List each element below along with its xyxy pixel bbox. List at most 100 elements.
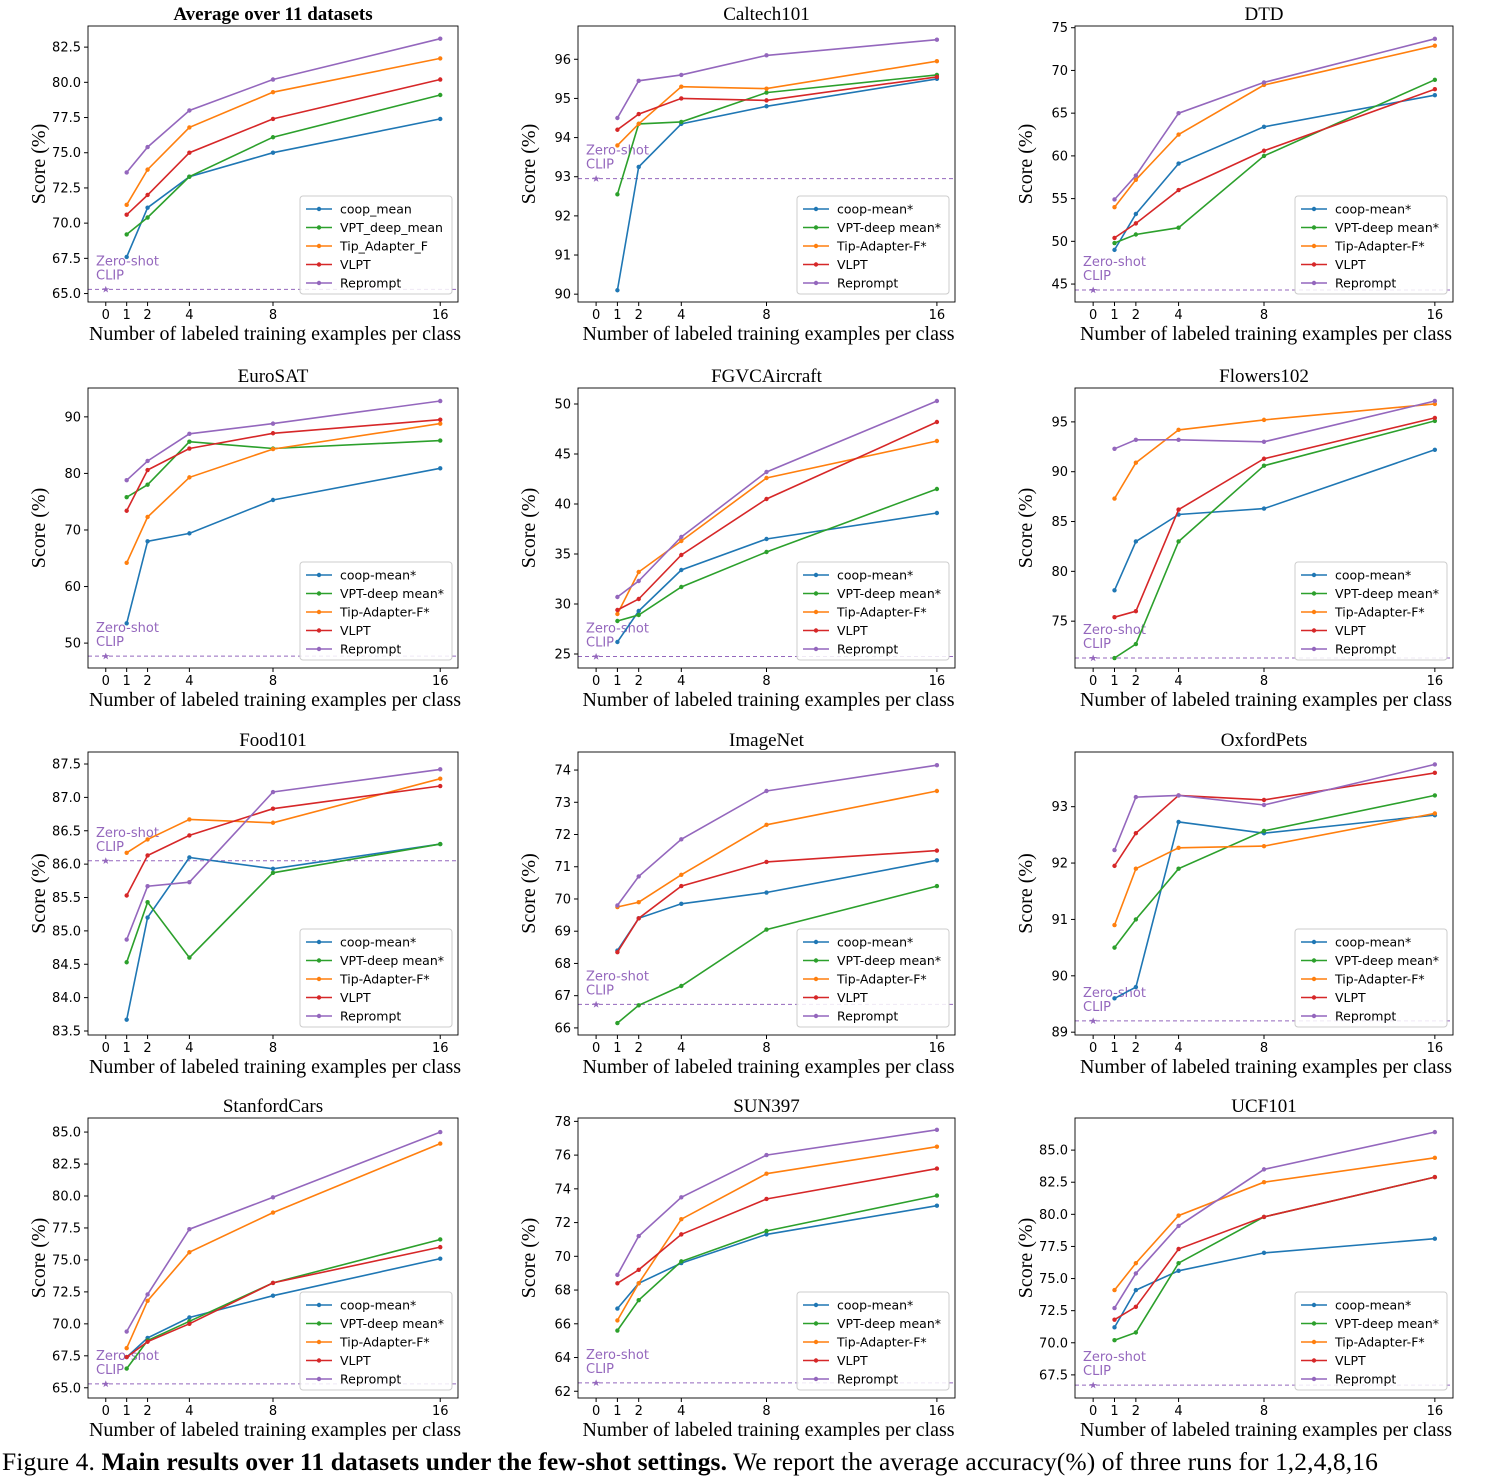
x-tick-label: 4 [1174,1404,1182,1419]
x-tick-label: 2 [635,1041,643,1056]
data-point-coop [1176,1268,1181,1274]
legend-label-coop: coop_mean [340,202,412,217]
data-point-reprompt [1432,762,1438,767]
data-point-vlpt [1432,87,1438,92]
x-tick-label: 8 [762,1404,770,1419]
x-tick-label: 1 [123,308,131,323]
zero-shot-label: CLIP [586,158,614,173]
zero-shot-label: CLIP [1083,1364,1111,1379]
y-tick-label: 72.5 [52,181,81,196]
y-tick-label: 96 [554,53,571,68]
zero-shot-marker [592,1379,600,1387]
data-point-vpt [615,1328,620,1333]
legend-marker-coop [316,572,322,578]
x-tick-label: 0 [1089,308,1097,323]
data-point-vlpt [764,1196,769,1202]
data-point-vpt [1112,655,1117,661]
data-point-reprompt [1432,1129,1438,1135]
y-tick-label: 65.0 [52,287,81,302]
x-axis-label: Number of labeled training examples per … [1080,689,1452,711]
data-point-vlpt [1133,830,1139,836]
zero-shot-label: CLIP [586,983,614,998]
x-tick-label: 8 [269,674,277,689]
zero-shot-label: CLIP [96,635,124,650]
data-point-coop [124,1017,129,1022]
data-point-vpt [145,899,150,905]
y-tick-label: 75 [1051,615,1068,630]
series-line-reprompt [126,400,441,481]
chart-panel: StanfordCarsZero-shotCLIP012481665.067.5… [28,1096,461,1440]
data-point-vlpt [679,883,684,889]
x-tick-label: 0 [1089,674,1097,689]
data-point-reprompt [1112,446,1117,451]
legend-marker-vlpt [813,628,819,633]
data-point-coop [187,531,192,536]
y-axis-label: Score (%) [1015,853,1037,934]
x-tick-label: 8 [269,1404,277,1419]
data-point-reprompt [1432,36,1438,42]
data-point-tip [145,837,150,842]
legend-label-vpt: VPT-deep mean* [837,220,941,235]
zero-shot-label: CLIP [1083,1000,1111,1015]
data-point-coop [145,205,150,210]
legend-marker-coop [316,939,322,945]
y-axis-label: Score (%) [518,124,540,205]
x-tick-label: 0 [102,1041,110,1056]
data-point-tip [934,1144,940,1149]
data-point-tip [679,84,684,89]
y-tick-label: 25 [554,648,571,663]
data-point-tip [145,167,150,172]
legend-label-reprompt: Reprompt [837,1009,898,1024]
legend-marker-reprompt [1311,280,1317,286]
legend-marker-vpt [316,591,322,596]
x-tick-label: 0 [102,674,110,689]
y-tick-label: 92 [554,209,571,224]
legend-box [796,561,950,661]
legend-label-coop: coop-mean* [837,935,913,950]
legend-marker-vpt [1311,225,1317,230]
legend-marker-coop [813,572,819,578]
data-point-vlpt [679,552,684,558]
x-tick-label: 16 [1427,674,1444,689]
legend-marker-coop [316,1302,322,1308]
legend-marker-vpt [1311,591,1317,596]
data-point-coop [1112,247,1117,253]
data-point-coop [270,497,276,503]
x-tick-label: 8 [269,308,277,323]
legend-marker-reprompt [813,280,819,286]
data-point-coop [438,116,443,122]
data-point-coop [636,164,641,170]
data-point-reprompt [145,458,150,464]
y-tick-label: 84.5 [52,958,81,973]
data-point-reprompt [1261,439,1267,445]
legend-label-vpt: VPT_deep_mean [340,220,443,235]
x-tick-label: 1 [123,1041,131,1056]
zero-shot-marker [102,652,110,660]
y-tick-label: 71 [554,860,571,875]
data-point-reprompt [124,478,129,483]
y-tick-label: 70 [554,1250,571,1265]
x-tick-label: 1 [1110,674,1118,689]
data-point-coop [679,567,684,573]
legend-marker-vlpt [1311,262,1317,267]
data-point-vpt [124,1366,129,1371]
y-tick-label: 70 [1051,64,1068,79]
data-point-reprompt [1176,793,1181,798]
y-tick-label: 64 [554,1351,571,1366]
chart-title: Average over 11 datasets [173,4,372,25]
series-line-vpt [126,439,441,498]
data-point-vpt [124,494,129,500]
legend-label-reprompt: Reprompt [1335,276,1396,291]
data-point-tip [1176,427,1181,433]
y-tick-label: 72 [554,1216,571,1231]
y-tick-label: 55 [1051,192,1068,207]
y-tick-label: 92 [1051,857,1068,872]
data-point-vpt [187,174,192,179]
y-tick-label: 90 [1051,465,1068,480]
data-point-reprompt [1261,1167,1267,1172]
y-axis-label: Score (%) [1015,124,1037,205]
legend-marker-coop [813,206,819,212]
data-point-reprompt [438,36,443,41]
